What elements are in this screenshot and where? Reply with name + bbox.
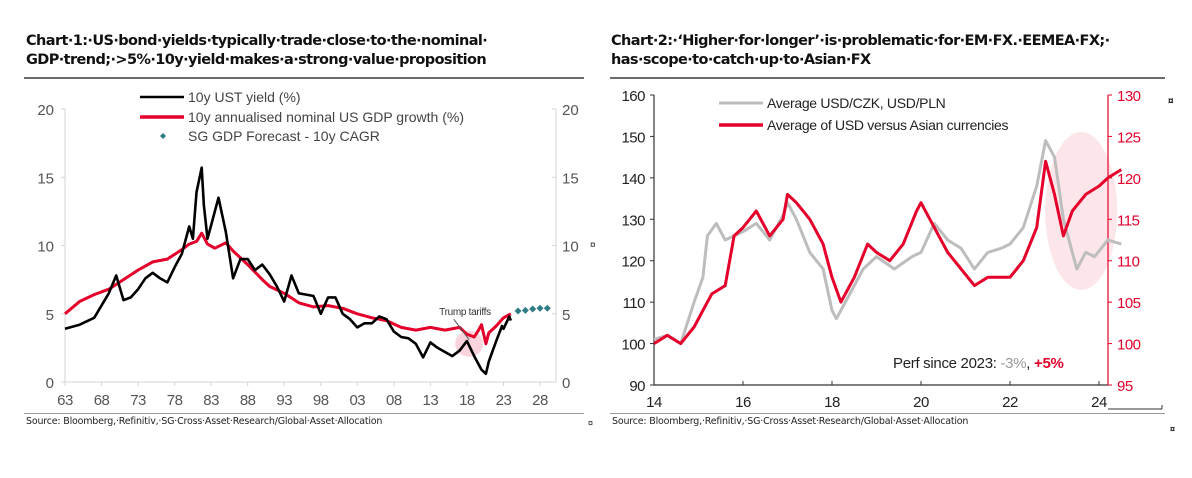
x-tick-label: 24 xyxy=(1091,394,1107,411)
gdp-growth-line xyxy=(64,231,512,346)
chart1-title-rule xyxy=(24,77,584,79)
pilcrow-mark: ¤ xyxy=(1168,96,1174,107)
chart1-source-rule xyxy=(24,413,584,414)
legend-label-gdp: 10y annualised nominal US GDP growth (%) xyxy=(188,109,464,125)
chart2-pilcrow: ¤ xyxy=(1170,424,1176,434)
y-tick-label-right: 100 xyxy=(1117,337,1141,354)
forecast-point xyxy=(543,304,551,312)
perf-red-value: +5% xyxy=(1034,355,1064,372)
y-tick-label-left: 0 xyxy=(46,375,54,392)
y-tick-label-left: 15 xyxy=(37,170,54,187)
x-tick-label: 98 xyxy=(313,392,329,409)
perf-annotation: Perf since 2023: -3%, +5% xyxy=(893,355,1064,372)
chart1-title-line2: GDP·trend;·>5%·10y·yield·makes·a·strong·… xyxy=(26,52,487,68)
perf-label: Perf since 2023: xyxy=(893,355,1000,372)
x-tick-label: 93 xyxy=(276,392,292,409)
chart1-plot: 0 5 10 15 20 0 5 10 15 20 63 68 73 78 83 88 93 98 03 08 13 18… xyxy=(37,89,579,409)
forecast-point xyxy=(521,306,529,314)
y-tick-label-right: 0 xyxy=(562,375,570,392)
x-tick-label: 63 xyxy=(57,392,73,409)
perf-grey-value: -3% xyxy=(1000,355,1026,372)
x-tick-label: 88 xyxy=(240,392,256,409)
y-tick-label-left: 140 xyxy=(621,171,645,188)
chart2-source: Source: Bloomberg,·Refinitiv,·SG·Cross·A… xyxy=(612,416,969,427)
forecast-point xyxy=(536,304,544,312)
y-tick-label-left: 130 xyxy=(621,212,645,229)
y-tick-label-right: 95 xyxy=(1117,378,1133,395)
y-tick-label-right: 15 xyxy=(562,170,579,187)
y-tick-label-right: 130 xyxy=(1117,88,1141,105)
chart2-source-rule xyxy=(610,413,1165,414)
x-tick-label: 73 xyxy=(130,392,146,409)
chart2-title: Chart·2:·‘Higher·for·longer’·is·problema… xyxy=(611,32,1191,70)
x-tick-label: 20 xyxy=(913,394,929,411)
chart1-source: Source: Bloomberg,·Refinitiv,·SG·Cross·A… xyxy=(26,416,383,427)
annotation-pointer xyxy=(453,318,470,340)
x-tick-label: 03 xyxy=(349,392,365,409)
usd-asian-line xyxy=(653,159,1123,346)
annotation-trump-tariffs: Trump tariffs xyxy=(439,307,491,318)
y-tick-label-right: 115 xyxy=(1117,212,1140,229)
y-tick-label-right: 10 xyxy=(562,239,579,256)
ust-yield-line xyxy=(64,166,513,376)
legend-label-ust: 10y UST yield (%) xyxy=(188,89,301,105)
x-tick-label: 18 xyxy=(459,392,475,409)
x-tick-label: 28 xyxy=(532,392,548,409)
legend-label-asian: Average of USD versus Asian currencies xyxy=(767,117,1009,133)
x-tick-label: 83 xyxy=(203,392,219,409)
y-tick-label-left: 160 xyxy=(621,88,645,105)
x-tick-label: 23 xyxy=(496,392,512,409)
legend-label-forecast: SG GDP Forecast - 10y CAGR xyxy=(188,128,380,144)
chart2-title-line1: Chart·2:·‘Higher·for·longer’·is·problema… xyxy=(611,33,1110,49)
x-tick-label: 18 xyxy=(824,394,840,411)
y-tick-label-right: 105 xyxy=(1117,295,1141,312)
chart1-title-line1: Chart·1:·US·bond·yields·typically·trade·… xyxy=(26,33,488,49)
forecast-point xyxy=(514,307,522,315)
y-tick-label-left: 120 xyxy=(621,254,645,271)
chart2-plot: 90 100 110 120 130 140 150 160 95 100 105 110 115 120… xyxy=(590,88,1174,411)
x-tick-label: 16 xyxy=(735,394,751,411)
y-tick-label-left: 5 xyxy=(46,307,54,324)
y-tick-label-left: 150 xyxy=(621,129,645,146)
chart2-title-rule xyxy=(610,77,1165,79)
x-tick-label: 13 xyxy=(423,392,439,409)
highlight-ellipse xyxy=(1045,132,1118,290)
x-tick-label: 78 xyxy=(167,392,183,409)
legend-swatch-forecast xyxy=(160,133,166,139)
usd-czk-pln-line xyxy=(653,139,1122,346)
y-tick-label-left: 100 xyxy=(621,337,645,354)
chart1-title: Chart·1:·US·bond·yields·typically·trade·… xyxy=(26,32,606,70)
y-tick-label-right: 110 xyxy=(1117,254,1140,271)
y-tick-label-right: 120 xyxy=(1117,171,1141,188)
x-tick-label: 68 xyxy=(94,392,110,409)
chart2-title-line2: has·scope·to·catch·up·to·Asian·FX xyxy=(611,52,871,68)
legend-label-czk-pln: Average USD/CZK, USD/PLN xyxy=(767,95,946,111)
x-tick-label: 14 xyxy=(646,394,662,411)
y-tick-label-left: 110 xyxy=(623,295,646,312)
perf-separator: , xyxy=(1026,355,1034,372)
x-tick-label: 08 xyxy=(386,392,402,409)
forecast-point xyxy=(529,305,537,313)
y-tick-label-right: 5 xyxy=(562,307,570,324)
y-tick-label-right: 125 xyxy=(1117,129,1141,146)
chart1-pilcrow: ¤ xyxy=(588,418,594,428)
y-tick-label-left: 90 xyxy=(629,378,645,395)
pilcrow-mark: ¤ xyxy=(590,240,596,251)
y-tick-label-left: 10 xyxy=(37,239,54,256)
x-tick-label: 22 xyxy=(1002,394,1018,411)
y-tick-label-right: 20 xyxy=(562,102,579,119)
y-tick-label-left: 20 xyxy=(37,102,54,119)
